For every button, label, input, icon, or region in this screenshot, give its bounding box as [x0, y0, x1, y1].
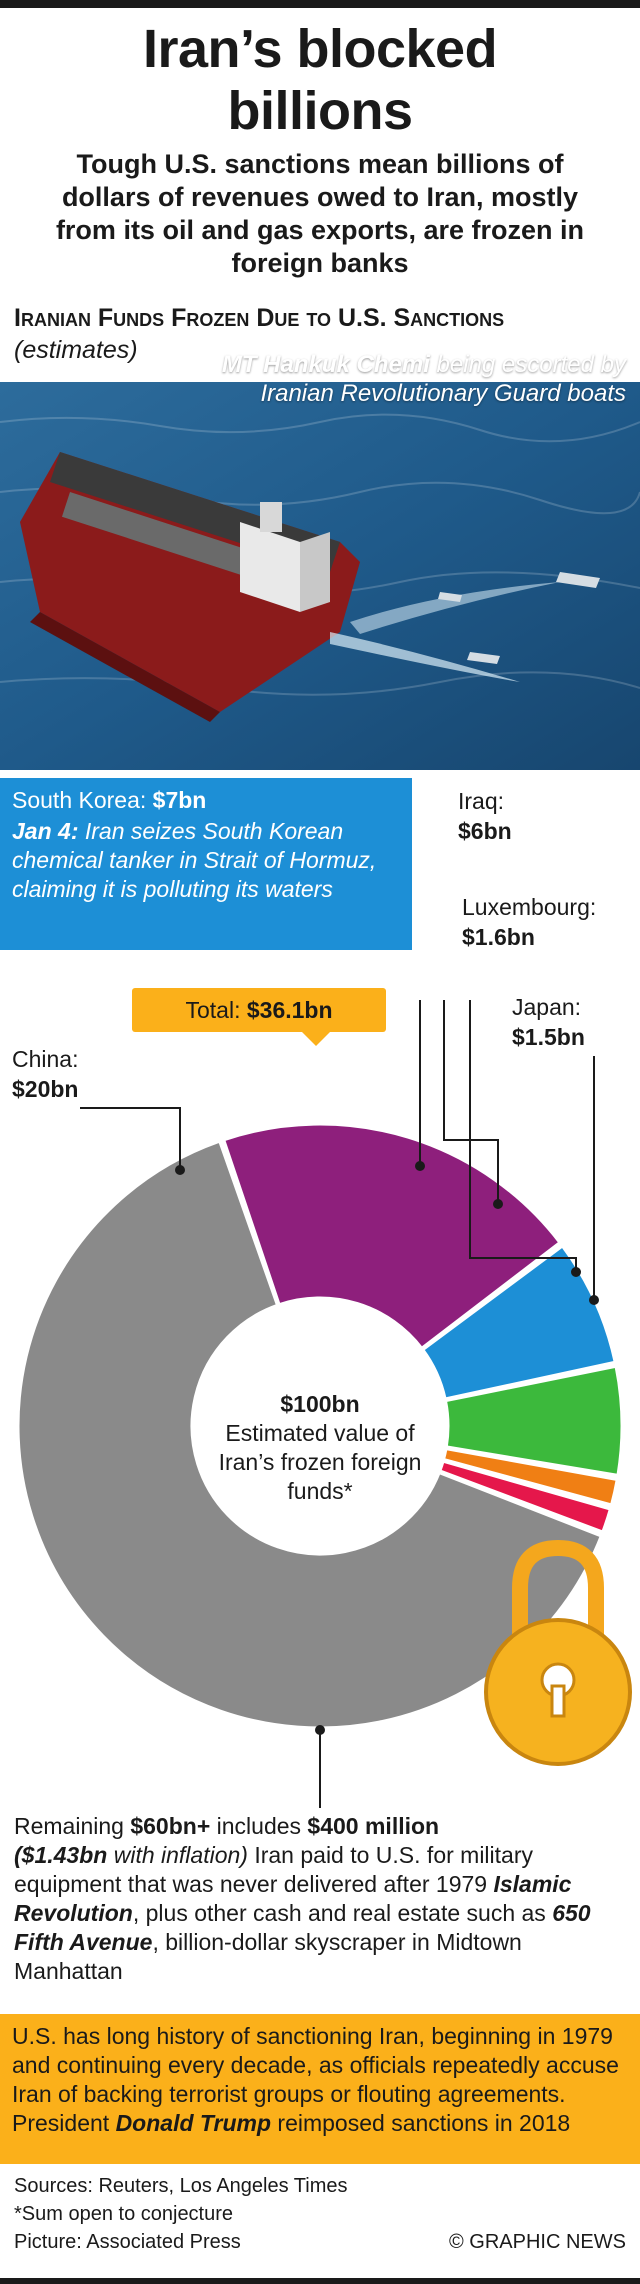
slice-iraq [443, 1364, 624, 1478]
top-bar [0, 0, 640, 8]
history-b1: Donald Trump [115, 2110, 272, 2136]
subtitle: Tough U.S. sanctions mean billions of do… [55, 149, 585, 278]
title-line-1: Iran’s blocked [142, 19, 498, 79]
leader-lines [80, 1000, 595, 1808]
title-line-2: billions [227, 81, 414, 141]
history-p1: U.S. has long history of sanctioning Ira… [12, 2023, 619, 2136]
leader-dot [493, 1199, 503, 1209]
label-japan: Japan: $1.5bn [512, 992, 585, 1052]
south-korea-box: South Korea: $7bn Jan 4: Iran seizes Sou… [0, 778, 412, 950]
label-luxembourg-value: $1.6bn [462, 924, 535, 950]
tanker-photo-illustration [0, 382, 640, 770]
remaining-i1: ($1.43bn [14, 1842, 108, 1868]
page-title: Iran’s blocked billions [0, 18, 640, 142]
leader-dot [315, 1725, 325, 1735]
remaining-p4: , plus other cash and real estate such a… [132, 1900, 553, 1926]
south-korea-event-date: Jan 4: [12, 818, 79, 844]
leader-line-luxembourg [469, 1000, 577, 1272]
remaining-p2: includes [210, 1813, 308, 1839]
label-china-name: China: [12, 1046, 79, 1072]
graphic-news-credit: © GRAPHIC NEWS [449, 2231, 626, 2253]
section-heading: Iranian Funds Frozen Due to U.S. Sanctio… [14, 304, 505, 332]
history-box: U.S. has long history of sanctioning Ira… [0, 2014, 640, 2164]
label-iraq-value: $6bn [458, 818, 512, 844]
total-value: $36.1bn [246, 997, 333, 1023]
remaining-p3: Iran paid to U.S. for military equipment… [14, 1842, 533, 1897]
slice-japan [437, 1459, 613, 1534]
label-luxembourg-name: Luxembourg: [462, 894, 597, 920]
remaining-p5: , billion-dollar skyscraper in Midtown M… [14, 1929, 522, 1984]
label-luxembourg: Luxembourg: $1.6bn [462, 892, 596, 952]
photo-caption: MT Hankuk Chemi being escorted by Irania… [166, 350, 626, 408]
sources-text: Sources: Reuters, Los Angeles Times [14, 2175, 348, 2197]
label-japan-value: $1.5bn [512, 1024, 585, 1050]
remaining-i2: with inflation) [107, 1842, 248, 1868]
picture-credit: Picture: Associated Press [14, 2231, 241, 2253]
remaining-b3: Islamic Revolution [14, 1871, 572, 1926]
south-korea-name: South Korea: [12, 787, 153, 813]
footnote-text: *Sum open to conjecture [14, 2203, 234, 2225]
total-label: Total: [185, 997, 247, 1023]
section-note: (estimates) [14, 336, 138, 364]
south-korea-event: Jan 4: Iran seizes South Korean chemical… [12, 817, 400, 904]
slice-remaining [16, 1139, 604, 1730]
remaining-p1: Remaining [14, 1813, 131, 1839]
leader-dot [415, 1161, 425, 1171]
slice-luxembourg [441, 1446, 619, 1507]
total-callout-pointer [300, 1030, 332, 1046]
caption-ship-name: MT Hankuk Chemi [221, 351, 430, 378]
label-china-value: $20bn [12, 1076, 79, 1102]
total-callout: Total: $36.1bn [132, 988, 386, 1032]
remaining-b2: $400 million [307, 1813, 440, 1839]
leader-dots [175, 1161, 599, 1735]
label-japan-name: Japan: [512, 994, 582, 1020]
label-iraq-name: Iraq: [458, 788, 505, 814]
leader-line-china [80, 1107, 181, 1170]
label-china: China: $20bn [12, 1044, 78, 1104]
label-iraq: Iraq: $6bn [458, 786, 512, 846]
remaining-b4: 650 Fifth Avenue [14, 1900, 591, 1955]
history-p2: reimposed sanctions in 2018 [271, 2110, 571, 2136]
donut-center-label: $100bn Estimated value of Iran’s frozen … [198, 1390, 442, 1506]
south-korea-event-text: Iran seizes South Korean chemical tanker… [12, 818, 377, 902]
remaining-note: Remaining $60bn+ includes $400 million ($… [14, 1812, 626, 1986]
slice-china [221, 1122, 563, 1351]
bottom-bar [0, 2278, 640, 2284]
remaining-b1: $60bn+ [130, 1813, 211, 1839]
caption-text: being escorted by Iranian Revolutionary … [260, 351, 626, 407]
leader-dot [175, 1165, 185, 1175]
donut-chart [16, 1000, 632, 1808]
center-value: $100bn [280, 1391, 360, 1417]
leader-dot [589, 1295, 599, 1305]
slice-south-korea [420, 1243, 617, 1401]
tanker-photo [0, 382, 640, 770]
donut-slices [16, 1122, 624, 1730]
footer-sources: Sources: Reuters, Los Angeles Times *Sum… [14, 2172, 348, 2256]
padlock-icon [484, 1539, 632, 1766]
south-korea-value: $7bn [152, 787, 207, 813]
center-text: Estimated value of Iran’s frozen foreign… [218, 1420, 422, 1504]
leader-dot [571, 1267, 581, 1277]
